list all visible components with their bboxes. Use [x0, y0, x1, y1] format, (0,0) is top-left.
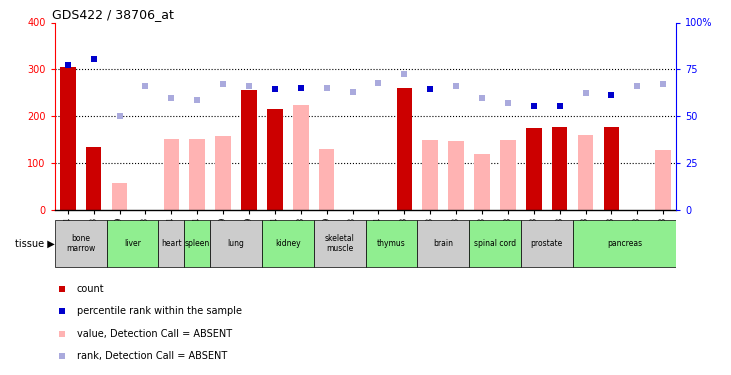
Bar [164, 139, 179, 210]
Text: pancreas: pancreas [607, 239, 642, 248]
Bar [656, 150, 671, 210]
Text: prostate: prostate [531, 239, 563, 248]
Bar [216, 136, 231, 210]
Text: tissue ▶: tissue ▶ [15, 239, 55, 249]
Text: heart: heart [161, 239, 181, 248]
Text: lung: lung [227, 239, 244, 248]
Text: percentile rank within the sample: percentile rank within the sample [77, 306, 241, 316]
Bar [396, 88, 412, 210]
Bar [500, 140, 515, 210]
Bar [314, 220, 366, 267]
Text: spinal cord: spinal cord [474, 239, 516, 248]
Bar [60, 67, 75, 210]
Bar [319, 149, 334, 210]
Bar [267, 109, 283, 210]
Text: bone
marrow: bone marrow [66, 234, 95, 254]
Bar [241, 90, 257, 210]
Bar [526, 128, 542, 210]
Bar [112, 183, 127, 210]
Text: skeletal
muscle: skeletal muscle [325, 234, 355, 254]
Text: rank, Detection Call = ABSENT: rank, Detection Call = ABSENT [77, 351, 227, 361]
Bar [159, 220, 184, 267]
Text: liver: liver [124, 239, 141, 248]
Bar [423, 140, 438, 210]
Bar [86, 147, 102, 210]
Text: brain: brain [433, 239, 453, 248]
Bar [189, 139, 205, 210]
Text: value, Detection Call = ABSENT: value, Detection Call = ABSENT [77, 329, 232, 339]
Bar [417, 220, 469, 267]
Bar [184, 220, 211, 267]
Bar [211, 220, 262, 267]
Bar [521, 220, 572, 267]
Bar [448, 141, 464, 210]
Text: GDS422 / 38706_at: GDS422 / 38706_at [52, 8, 173, 21]
Bar [469, 220, 520, 267]
Bar [262, 220, 314, 267]
Bar [366, 220, 417, 267]
Text: thymus: thymus [377, 239, 406, 248]
Bar [293, 105, 308, 210]
Bar [474, 154, 490, 210]
Text: count: count [77, 284, 105, 294]
Text: spleen: spleen [185, 239, 210, 248]
Text: kidney: kidney [275, 239, 300, 248]
Bar [577, 135, 594, 210]
Bar [572, 220, 676, 267]
Bar [107, 220, 159, 267]
Bar [552, 127, 567, 210]
Bar [604, 127, 619, 210]
Bar [55, 220, 107, 267]
